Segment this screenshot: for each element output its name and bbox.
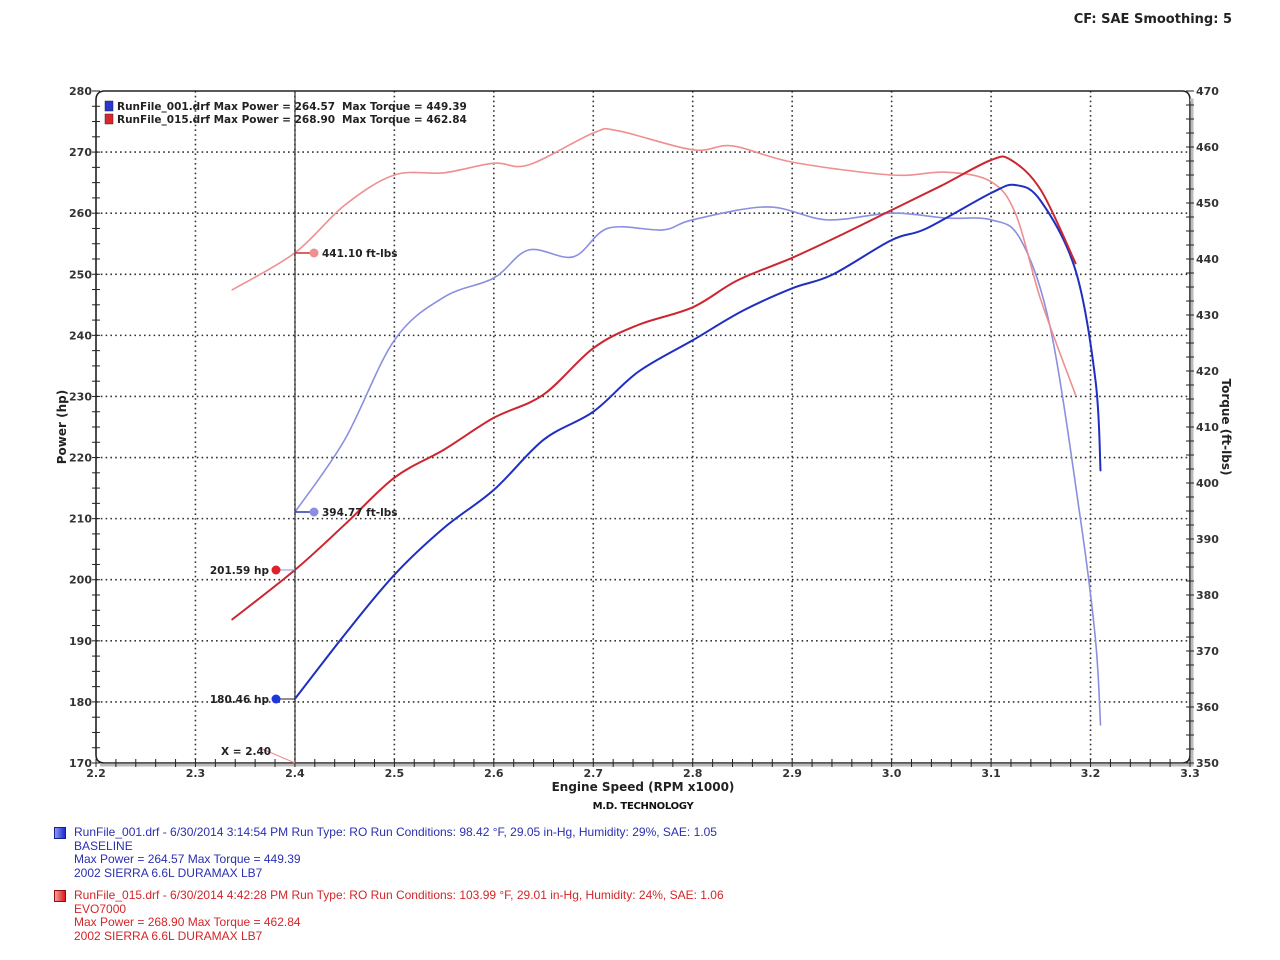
- run2-details: RunFile_015.drf - 6/30/2014 4:42:28 PM R…: [74, 888, 724, 902]
- frame-shadow: [100, 98, 1194, 767]
- curves: [231, 127, 1102, 726]
- y2-tick-label: 430: [1196, 309, 1219, 322]
- x-tick-label: 3.3: [1180, 767, 1200, 780]
- legend-run1-power: RunFile_001.drf Max Power = 264.57: [117, 101, 335, 113]
- y-axis-title: Power (hp): [55, 390, 69, 464]
- y-tick-label: 170: [69, 757, 92, 770]
- y2-tick-label: 410: [1196, 421, 1219, 434]
- x-tick-label: 3.0: [882, 767, 902, 780]
- run1-vehicle: 2002 SIERRA 6.6L DURAMAX LB7: [74, 865, 263, 880]
- run1-details: RunFile_001.drf - 6/30/2014 3:14:54 PM R…: [74, 825, 717, 839]
- x-tick-label: 3.1: [981, 767, 1001, 780]
- y2-tick-label: 390: [1196, 533, 1219, 546]
- dyno-chart: 170 180 190 200 210 220 230 240 250 260 270 280 350…: [55, 85, 1233, 812]
- y-tick-label: 210: [69, 513, 92, 526]
- run2-torque-curve: [231, 127, 1077, 396]
- x-tick-label: 2.5: [385, 767, 405, 780]
- y2-tick-label: 380: [1196, 589, 1219, 602]
- x-axis-labels: 2.2 2.3 2.4 2.5 2.6 2.7 2.8 2.9 3.0 3.1 3.2 3.3: [86, 767, 1200, 780]
- cursor-x-label: X = 2.40: [221, 746, 271, 758]
- x-tick-label: 2.2: [86, 767, 106, 780]
- run2-max-values: Max Power = 268.90 Max Torque = 462.84: [74, 915, 301, 929]
- y-tick-label: 280: [69, 85, 92, 98]
- y-tick-label: 240: [69, 329, 92, 342]
- right-axis-labels: 350 360 370 380 390 400 410 420 430 440 450 460 470: [1196, 85, 1219, 770]
- legend-run2-power: RunFile_015.drf Max Power = 268.90: [117, 114, 335, 126]
- run1-color-swatch: [54, 827, 66, 839]
- run2-power-value: 201.59 hp: [210, 565, 270, 577]
- cursor-x-leader: [259, 747, 296, 764]
- x-tick-label: 2.6: [484, 767, 504, 780]
- run1-max-values: Max Power = 264.57 Max Torque = 449.39: [74, 852, 301, 866]
- chart-legend: RunFile_001.drf Max Power = 264.57 Max T…: [104, 100, 467, 126]
- run1-power-value: 180.46 hp: [210, 694, 270, 706]
- x-tick-label: 2.7: [584, 767, 604, 780]
- run-info-evo7000: RunFile_015.drf - 6/30/2014 4:42:28 PM R…: [54, 888, 724, 943]
- run2-vehicle: 2002 SIERRA 6.6L DURAMAX LB7: [74, 928, 263, 943]
- x-tick-label: 2.8: [683, 767, 703, 780]
- y-tick-label: 220: [69, 452, 92, 465]
- y-tick-label: 260: [69, 207, 92, 220]
- run2-power-curve: [231, 155, 1077, 621]
- y2-tick-label: 420: [1196, 365, 1219, 378]
- x-tick-label: 2.3: [186, 767, 206, 780]
- y2-tick-label: 450: [1196, 197, 1219, 210]
- y-tick-label: 270: [69, 146, 92, 159]
- legend-run2-torque: Max Torque = 462.84: [342, 114, 467, 126]
- run1-torque-curve: [294, 206, 1102, 726]
- x-axis-title: Engine Speed (RPM x1000): [552, 780, 735, 794]
- run1-power-marker: [271, 694, 281, 704]
- run2-torque-value: 441.10 ft-lbs: [322, 248, 397, 260]
- grid-lines: [96, 91, 1190, 763]
- run2-torque-marker: [309, 248, 319, 258]
- y2-tick-label: 370: [1196, 645, 1219, 658]
- run2-name: EVO7000: [74, 901, 127, 916]
- run1-power-curve: [293, 183, 1102, 700]
- y2-tick-label: 400: [1196, 477, 1219, 490]
- y2-tick-label: 460: [1196, 141, 1219, 154]
- run1-torque-marker: [309, 507, 319, 517]
- run-info-baseline: RunFile_001.drf - 6/30/2014 3:14:54 PM R…: [54, 825, 717, 880]
- y-tick-label: 190: [69, 635, 92, 648]
- y2-tick-label: 440: [1196, 253, 1219, 266]
- y2-axis-title: Torque (ft-lbs): [1219, 379, 1233, 476]
- y-tick-label: 230: [69, 390, 92, 403]
- legend-run1-torque: Max Torque = 449.39: [342, 101, 467, 113]
- run1-name: BASELINE: [74, 838, 133, 853]
- run1-torque-value: 394.77 ft-lbs: [322, 507, 397, 519]
- y-tick-label: 250: [69, 268, 92, 281]
- x-tick-label: 2.4: [285, 767, 305, 780]
- x-tick-label: 3.2: [1081, 767, 1101, 780]
- run2-power-marker: [271, 565, 281, 575]
- legend-swatch-run1: [104, 100, 114, 112]
- y2-tick-label: 470: [1196, 85, 1219, 98]
- left-axis-labels: 170 180 190 200 210 220 230 240 250 260 270 280: [69, 85, 92, 770]
- brand-logo: M.D. TECHNOLOGY: [593, 801, 695, 812]
- legend-swatch-run2: [104, 113, 114, 125]
- y-tick-label: 200: [69, 574, 92, 587]
- y2-tick-label: 350: [1196, 757, 1219, 770]
- y2-tick-label: 360: [1196, 701, 1219, 714]
- x-tick-label: 2.9: [782, 767, 802, 780]
- plot-frame: [95, 90, 1191, 764]
- run2-color-swatch: [54, 890, 66, 902]
- correction-factor-note: CF: SAE Smoothing: 5: [1073, 12, 1232, 27]
- axis-ticks: [92, 90, 1194, 767]
- y-tick-label: 180: [69, 696, 92, 709]
